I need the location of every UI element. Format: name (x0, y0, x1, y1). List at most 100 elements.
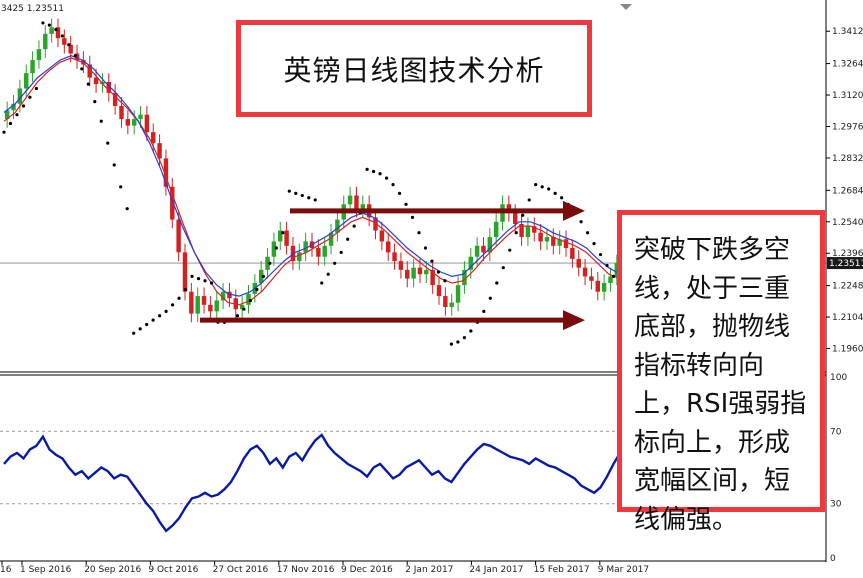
candle-body (138, 114, 143, 120)
sar-dot (423, 246, 428, 250)
sar-dot (585, 231, 590, 235)
candle-body (189, 291, 194, 314)
sar-dot (534, 183, 538, 187)
sar-dot (592, 242, 596, 246)
sar-dot (397, 191, 402, 195)
sar-dot (611, 274, 616, 279)
sar-dot (60, 34, 64, 38)
candle-body (24, 73, 29, 89)
candle-body (582, 267, 588, 277)
sar-dot (391, 183, 395, 187)
sar-dot (274, 246, 278, 250)
candle-body (570, 248, 575, 259)
y-tick-label: 1.25400 (832, 218, 863, 228)
candle-body (284, 230, 289, 246)
candle-body (449, 302, 454, 307)
x-tick-label: 1 Sep 2016 (20, 565, 72, 575)
sar-dot (255, 287, 259, 292)
sar-dot (300, 193, 304, 198)
sar-dot (339, 250, 343, 254)
sar-dot (287, 189, 291, 193)
candle-body (4, 110, 10, 120)
sar-dot (378, 172, 382, 176)
candle-body (443, 296, 448, 307)
candle-body (614, 263, 620, 277)
sar-dot (34, 86, 39, 91)
candle-body (163, 158, 169, 187)
sar-dot (501, 266, 505, 270)
sar-dot (158, 314, 162, 318)
candle-body (81, 60, 86, 65)
sar-dot (15, 113, 19, 117)
shift-marker-icon (620, 4, 632, 10)
candle-body (493, 221, 499, 238)
support-arrow-head (563, 310, 585, 331)
sar-dot (209, 281, 214, 285)
candle-body (468, 256, 473, 270)
sar-dot (605, 263, 609, 268)
candle-body (43, 33, 48, 50)
rsi-line (3, 433, 622, 533)
sar-dot (352, 224, 356, 228)
sar-dot (436, 270, 441, 274)
candle-body (182, 252, 188, 292)
sar-dot (560, 196, 564, 200)
candle-body (544, 237, 550, 242)
candle-body (601, 282, 607, 292)
candle-body (576, 258, 581, 268)
sar-dot (313, 198, 317, 202)
candle-body (119, 105, 124, 120)
sar-dot (495, 281, 499, 285)
sar-dot (410, 215, 415, 220)
sar-dot (514, 231, 518, 235)
candle-body (474, 245, 480, 257)
sar-dot (80, 67, 84, 71)
x-tick-label: 15 Feb 2017 (534, 565, 590, 575)
candle-body (297, 252, 302, 262)
candle-body (436, 285, 442, 297)
candle-body (551, 237, 556, 246)
candle-body (360, 204, 366, 209)
candle-body (557, 239, 562, 246)
candle-body (563, 239, 569, 248)
candle-body (68, 44, 73, 54)
sar-dot (527, 198, 531, 202)
candle-body (93, 77, 99, 85)
candle-body (316, 248, 321, 257)
sar-dot (8, 121, 13, 126)
y-tick-label: 1.28320 (832, 154, 863, 164)
candle-body (417, 267, 423, 275)
slow-ma-line (3, 55, 621, 297)
sar-dot (54, 27, 58, 32)
fast-ma-line (3, 57, 621, 306)
x-tick-label: 9 Dec 2016 (341, 565, 393, 575)
candle-body (303, 241, 308, 253)
candle-body (411, 267, 416, 279)
analysis-note-text: 突破下跌多空线，处于三重底部，抛物线指标转向向上，RSI强弱指标向上，形成宽幅区… (634, 235, 807, 535)
sar-dot (372, 169, 376, 174)
candle-body (17, 88, 23, 104)
sar-dot (248, 298, 252, 303)
candle-body (239, 304, 245, 310)
sar-dot (164, 309, 168, 313)
sar-dot (145, 322, 149, 327)
candle-body (455, 285, 461, 303)
x-tick-label: 2 Jan 2017 (405, 565, 453, 575)
candle-body (87, 64, 92, 78)
sar-dot (203, 279, 207, 283)
y-tick-label: 1.21040 (832, 313, 863, 323)
candle-body (74, 53, 80, 61)
sar-dot (99, 119, 103, 123)
candle-body (487, 237, 493, 253)
sar-dot (170, 303, 175, 307)
current-price-tag (827, 257, 863, 270)
sar-dot (112, 163, 116, 167)
candle-body (214, 300, 219, 312)
candle-body (430, 269, 435, 286)
sar-dot (307, 196, 311, 200)
sar-dot (268, 261, 272, 265)
candle-body (379, 230, 385, 242)
candle-body (36, 49, 42, 61)
sar-dot (456, 340, 460, 344)
sar-dot (488, 296, 492, 300)
